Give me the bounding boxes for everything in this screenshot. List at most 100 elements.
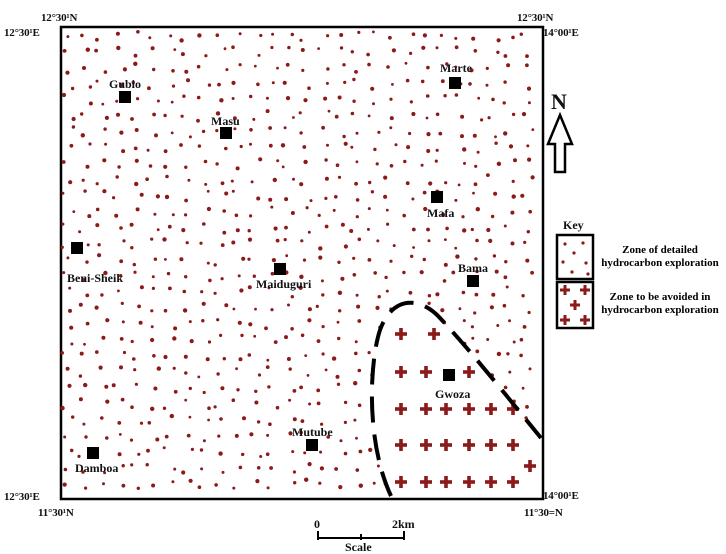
exploration-dot: [145, 177, 149, 181]
exploration-dot: [97, 243, 101, 247]
exploration-dot: [386, 65, 390, 69]
exploration-dot: [196, 95, 201, 100]
exploration-dot: [375, 305, 380, 310]
exploration-dot: [222, 230, 227, 235]
avoid-zone-cross: [507, 403, 519, 415]
exploration-dot: [121, 483, 126, 488]
exploration-dot: [136, 97, 140, 101]
exploration-dot: [118, 433, 122, 436]
exploration-dot: [231, 80, 236, 85]
exploration-dot: [101, 335, 106, 340]
exploration-dot: [247, 257, 251, 261]
exploration-dot: [376, 464, 380, 468]
town-marker-bama: [467, 275, 479, 287]
exploration-dot: [254, 389, 258, 393]
exploration-dot: [256, 466, 261, 470]
exploration-dot: [394, 143, 398, 147]
exploration-dot: [318, 246, 323, 251]
exploration-dot: [506, 352, 510, 356]
exploration-dot: [215, 129, 219, 133]
avoid-zone-cross: [485, 439, 497, 451]
exploration-dot: [492, 254, 497, 258]
exploration-dot: [65, 366, 70, 371]
exploration-dot: [391, 83, 394, 86]
exploration-dot: [353, 381, 358, 386]
town-label-gwoza: Gwoza: [435, 387, 471, 401]
corner-bottom-left-lon: 12°30¹E: [4, 491, 40, 503]
exploration-dot: [83, 342, 86, 346]
exploration-dot: [199, 241, 203, 245]
exploration-dot: [350, 50, 354, 54]
exploration-dot: [385, 208, 389, 212]
exploration-dot: [242, 416, 246, 421]
exploration-dot: [445, 226, 449, 231]
exploration-dot: [247, 285, 252, 290]
exploration-dot: [164, 434, 169, 439]
exploration-dot: [103, 471, 107, 475]
exploration-dot: [253, 64, 257, 68]
exploration-dot: [304, 477, 309, 482]
exploration-dot: [411, 111, 416, 117]
exploration-dot: [391, 48, 396, 53]
avoid-zone-cross: [395, 328, 407, 340]
exploration-dot: [444, 181, 448, 185]
exploration-dot: [298, 285, 303, 290]
exploration-dot: [268, 422, 272, 427]
exploration-dot: [117, 452, 122, 457]
key-avoid-line2: hydrocarbon exploration: [601, 304, 719, 316]
exploration-dot: [268, 126, 272, 130]
exploration-dot: [213, 263, 217, 267]
exploration-dot: [392, 244, 396, 248]
exploration-dot: [503, 80, 507, 84]
exploration-dot: [183, 354, 188, 359]
exploration-dot: [343, 451, 348, 456]
exploration-dot: [299, 385, 303, 390]
exploration-dot: [225, 68, 229, 72]
exploration-dot: [188, 135, 192, 139]
exploration-dot: [68, 180, 73, 185]
exploration-dot: [70, 342, 74, 346]
exploration-dot: [233, 116, 237, 121]
exploration-dot: [103, 270, 108, 276]
exploration-dot: [268, 143, 273, 148]
exploration-dot: [95, 37, 99, 42]
key-cross: [570, 300, 580, 310]
exploration-dot: [508, 370, 512, 374]
exploration-dot: [357, 237, 362, 242]
exploration-dot: [150, 406, 155, 411]
exploration-dot: [132, 357, 136, 361]
exploration-dot: [94, 48, 98, 53]
exploration-dot: [283, 126, 287, 130]
exploration-dot: [528, 367, 532, 371]
exploration-dot: [338, 485, 343, 490]
exploration-dot: [266, 358, 270, 362]
exploration-dot: [388, 35, 392, 40]
exploration-dot: [405, 78, 410, 83]
exploration-dot: [184, 198, 189, 203]
exploration-dot: [435, 148, 439, 152]
exploration-dot: [304, 354, 308, 357]
north-arrow-icon: [546, 111, 574, 174]
exploration-dot: [292, 177, 295, 181]
exploration-dot: [372, 481, 376, 485]
exploration-dot: [439, 33, 443, 38]
exploration-dot: [425, 94, 430, 98]
exploration-dot: [100, 416, 104, 420]
exploration-dot: [259, 33, 263, 38]
exploration-dot: [66, 256, 70, 260]
exploration-dot: [316, 401, 321, 406]
exploration-dot: [256, 420, 261, 424]
exploration-dot: [284, 335, 288, 340]
exploration-dot: [317, 213, 321, 217]
exploration-dot: [156, 228, 160, 232]
exploration-dot: [470, 227, 474, 232]
exploration-dot: [136, 486, 140, 490]
avoid-zone-cross: [395, 439, 407, 451]
exploration-dot: [98, 365, 103, 370]
exploration-dot: [321, 293, 325, 297]
exploration-dot: [317, 47, 320, 50]
exploration-dot: [403, 159, 407, 164]
exploration-dot: [206, 261, 210, 265]
exploration-dot: [101, 102, 105, 106]
exploration-dot: [217, 82, 221, 87]
